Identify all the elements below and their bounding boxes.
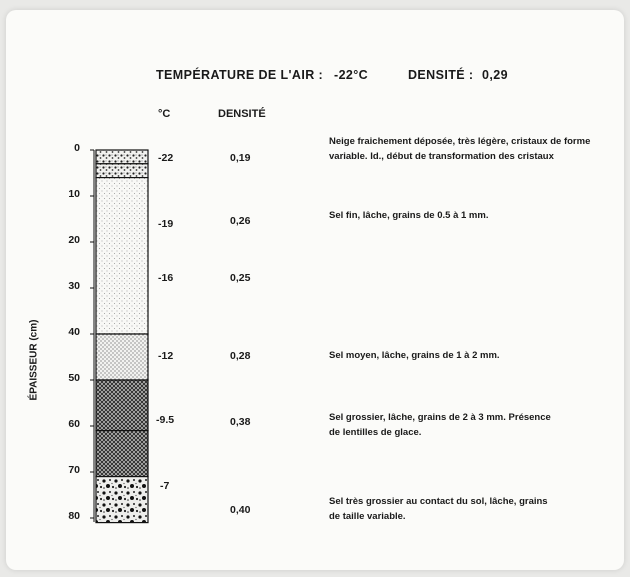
layer-description: Sel moyen, lâche, grains de 1 à 2 mm. [329, 350, 500, 361]
layer-temperature: -19 [158, 218, 174, 230]
layer-description: Sel très grossier au contact du sol, lâc… [329, 496, 548, 522]
tick-label: 30 [68, 280, 80, 292]
snow-layer-coarse-grain [95, 379, 149, 432]
layer-temperature: -7 [160, 480, 170, 492]
layer-description: Neige fraichement déposée, très légère, … [329, 136, 591, 162]
snow-layer-fresh-snow [95, 149, 149, 165]
figure-card: TEMPÉRATURE DE L'AIR : -22°C DENSITÉ : 0… [6, 10, 624, 570]
layer-density: 0,28 [230, 350, 251, 362]
tick-label: 50 [68, 372, 80, 384]
snow-profile-column [90, 149, 149, 524]
layer-density: 0,26 [230, 215, 251, 227]
snow-layer-very-coarse [95, 476, 149, 524]
tick-label: 60 [68, 418, 80, 430]
snow-layer-medium-grain [95, 333, 149, 381]
air-temperature-value: -22°C [334, 68, 369, 82]
layer-temperature: -12 [158, 350, 174, 362]
layer-density: 0,38 [230, 416, 251, 428]
density-value: 0,29 [482, 68, 508, 82]
tick-label: 20 [68, 234, 80, 246]
layer-temperature: -9.5 [156, 414, 175, 426]
density-label: DENSITÉ : [408, 68, 474, 82]
tick-label: 80 [68, 510, 80, 522]
air-temperature-label: TEMPÉRATURE DE L'AIR : [156, 68, 324, 82]
layer-density: 0,19 [230, 152, 251, 164]
tick-label: 40 [68, 326, 80, 338]
tick-label: 0 [74, 142, 80, 154]
snow-layer-fine-grain [95, 177, 149, 335]
snow-layer-fresh-snow [95, 163, 149, 179]
layer-temperature: -22 [158, 152, 174, 164]
layer-density: 0,40 [230, 504, 251, 516]
density-column-header: DENSITÉ [218, 108, 266, 120]
layer-description: Sel fin, lâche, grains de 0.5 à 1 mm. [329, 210, 489, 221]
layer-description: Sel grossier, lâche, grains de 2 à 3 mm.… [329, 412, 551, 438]
tick-label: 10 [68, 188, 80, 200]
layer-density: 0,25 [230, 272, 251, 284]
layer-temperature: -16 [158, 272, 174, 284]
snow-layer-coarse-grain [95, 430, 149, 478]
temperature-column-header: °C [158, 108, 171, 120]
tick-label: 70 [68, 464, 80, 476]
